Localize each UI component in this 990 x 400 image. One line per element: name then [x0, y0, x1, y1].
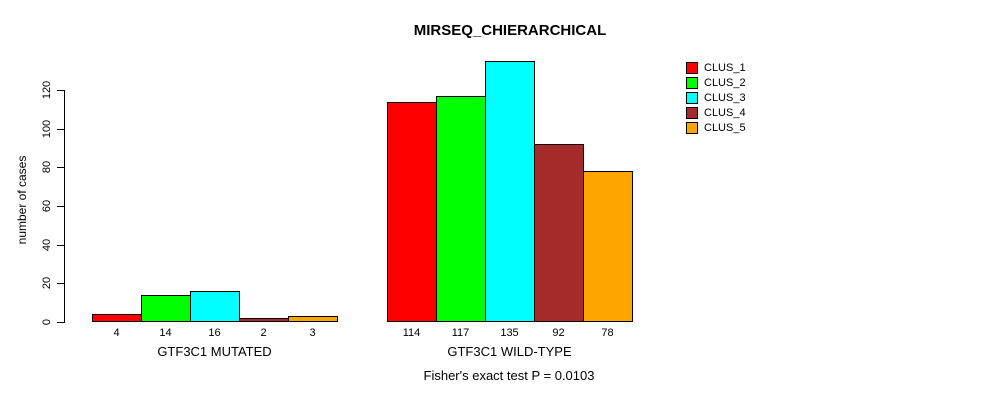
y-axis-tick-label: 0 — [41, 318, 53, 326]
bar-clus_5-wildtype — [583, 171, 633, 322]
bar-value-label: 3 — [309, 327, 316, 339]
y-axis-tick-label: 60 — [41, 199, 53, 213]
bar-value-label: 92 — [552, 327, 565, 339]
y-axis-tick-label: 120 — [41, 80, 53, 100]
bar-clus_3-mutated — [190, 291, 240, 322]
legend-swatch-clus_2 — [686, 77, 698, 89]
legend-item-clus_5: CLUS_5 — [686, 121, 746, 135]
legend-label: CLUS_1 — [704, 61, 746, 74]
legend-swatch-clus_5 — [686, 122, 698, 134]
y-axis-tick — [57, 167, 64, 169]
bar-clus_3-wildtype — [485, 61, 535, 322]
bar-clus_4-wildtype — [534, 144, 584, 322]
y-axis-tick — [57, 128, 64, 130]
bar-value-label: 14 — [159, 327, 172, 339]
legend-swatch-clus_1 — [686, 62, 698, 74]
y-axis-tick — [57, 322, 64, 323]
y-axis-tick — [57, 206, 64, 207]
legend-label: CLUS_3 — [704, 91, 746, 104]
legend-item-clus_2: CLUS_2 — [686, 76, 746, 90]
bar-clus_4-mutated — [239, 318, 289, 322]
y-axis-line — [64, 90, 65, 323]
y-axis-tick — [57, 283, 64, 285]
bar-value-label: 2 — [260, 327, 267, 339]
annotation-text: Fisher's exact test P = 0.0103 — [423, 368, 595, 383]
group-label: GTF3C1 MUTATED — [157, 344, 272, 359]
bar-clus_2-mutated — [141, 295, 191, 322]
y-axis-label: number of cases — [15, 155, 29, 245]
y-axis-tick-label: 20 — [41, 277, 53, 290]
y-axis-tick — [57, 244, 64, 246]
legend-label: CLUS_5 — [704, 121, 746, 134]
legend-swatch-clus_3 — [686, 92, 698, 104]
bar-value-label: 114 — [402, 327, 421, 339]
group-label: GTF3C1 WILD-TYPE — [447, 344, 572, 359]
bar-value-label: 135 — [500, 327, 519, 339]
y-axis-tick-label: 100 — [41, 119, 53, 138]
chart-title: MIRSEQ_CHIERARCHICAL — [413, 22, 607, 39]
legend-item-clus_4: CLUS_4 — [686, 106, 746, 120]
bar-clus_1-mutated — [92, 314, 142, 322]
legend-item-clus_3: CLUS_3 — [686, 91, 746, 105]
bar-value-label: 117 — [451, 327, 470, 339]
legend-label: CLUS_2 — [704, 76, 746, 89]
bar-clus_5-mutated — [288, 316, 338, 322]
bar-value-label: 4 — [113, 327, 120, 339]
bar-clus_1-wildtype — [387, 102, 437, 322]
y-axis-tick-label: 40 — [41, 238, 53, 251]
y-axis-tick-label: 80 — [41, 161, 53, 174]
bar-clus_2-wildtype — [436, 96, 486, 322]
bar-value-label: 78 — [601, 327, 614, 339]
bar-value-label: 16 — [208, 327, 221, 339]
legend-label: CLUS_4 — [704, 106, 746, 119]
legend-item-clus_1: CLUS_1 — [686, 61, 746, 75]
y-axis-tick — [57, 90, 64, 91]
legend-swatch-clus_4 — [686, 107, 698, 119]
